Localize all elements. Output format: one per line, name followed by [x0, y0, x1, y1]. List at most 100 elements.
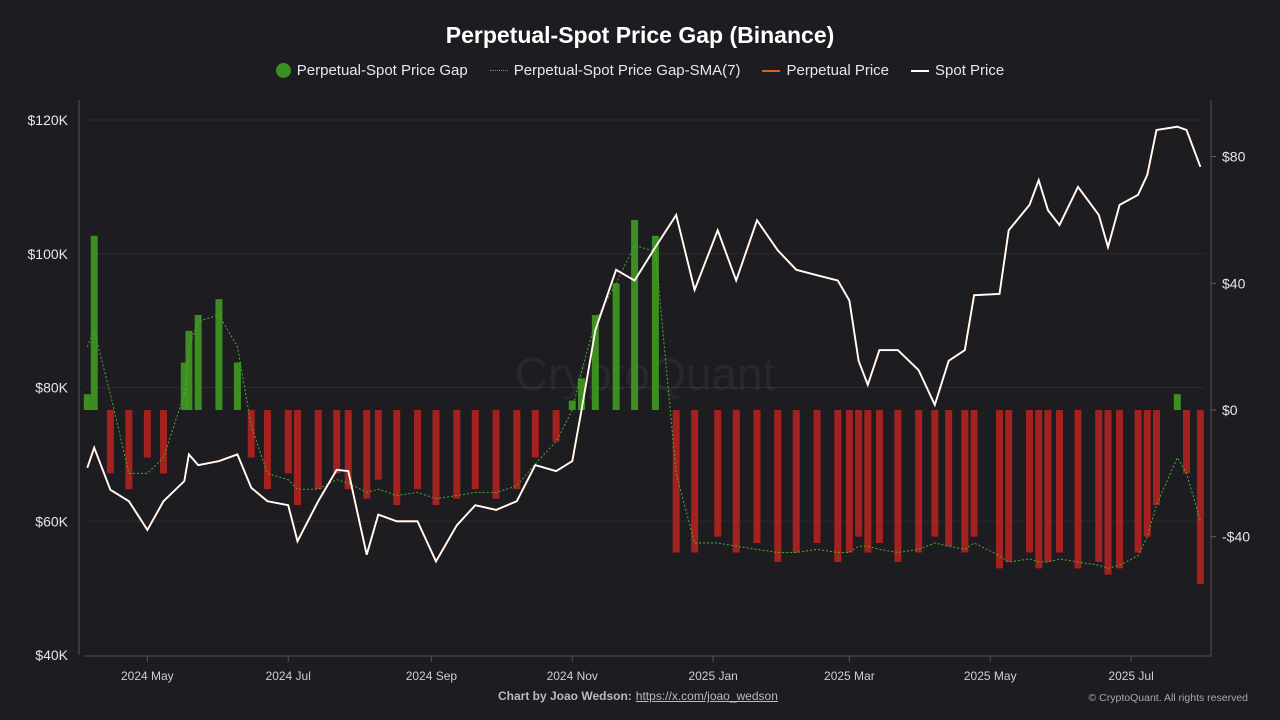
gap-bar	[180, 362, 188, 410]
gap-bar	[106, 410, 114, 474]
gap-bar	[333, 410, 341, 474]
gap-bar	[1153, 410, 1161, 506]
x-tick-label: 2024 Jul	[266, 669, 311, 683]
gap-bar	[845, 410, 853, 553]
gap-bar	[194, 314, 202, 410]
left-tick-label: $40K	[35, 647, 68, 663]
legend-item-sma[interactable]: Perpetual-Spot Price Gap-SMA(7)	[489, 62, 741, 79]
x-tick-label: 2025 Jan	[688, 669, 737, 683]
gap-bar	[363, 410, 371, 499]
credit-link[interactable]: https://x.com/joao_wedson	[635, 689, 778, 703]
gap-bar	[393, 410, 401, 506]
gap-bar	[160, 410, 168, 474]
legend-item-spot[interactable]: Spot Price	[911, 62, 1004, 79]
gap-bar	[813, 410, 821, 544]
legend-label-spot: Spot Price	[935, 62, 1005, 79]
gap-bar	[672, 410, 680, 553]
sma-line	[86, 244, 1201, 569]
gap-bar	[732, 410, 740, 553]
gap-bar	[945, 410, 953, 547]
gap-bar	[374, 410, 382, 480]
left-tick-label: $60K	[35, 513, 68, 529]
gap-bar	[1104, 410, 1112, 575]
x-tick-label: 2024 Sep	[406, 669, 458, 683]
right-tick-label: -$40	[1222, 529, 1250, 545]
gap-bar	[185, 330, 193, 410]
gap-bar	[1035, 410, 1043, 569]
gap-bar	[1116, 410, 1124, 569]
x-tick-label: 2025 May	[964, 669, 1017, 683]
gap-bar	[284, 410, 292, 474]
gap-bar	[247, 410, 255, 458]
gap-bar	[631, 219, 639, 410]
right-tick-label: $40	[1222, 275, 1246, 291]
gap-bar	[492, 410, 500, 499]
gap-bar	[1025, 410, 1033, 553]
left-tick-label: $100K	[28, 246, 69, 262]
gap-bar	[864, 410, 872, 553]
left-tick-label: $120K	[28, 112, 69, 128]
legend-label-perpetual: Perpetual Price	[786, 62, 890, 79]
legend-swatch-gap	[275, 63, 291, 78]
gap-bar	[233, 362, 241, 410]
gap-bar	[293, 410, 301, 506]
gap-bar	[1183, 410, 1191, 474]
gap-bar	[875, 410, 883, 544]
gap-bar	[1005, 410, 1013, 563]
gap-bar	[612, 283, 620, 410]
spot-price-line	[86, 125, 1202, 564]
x-tick-label: 2024 May	[121, 669, 174, 683]
legend-swatch-sma	[489, 70, 508, 71]
gap-bar	[1044, 410, 1052, 563]
x-tick-label: 2024 Nov	[547, 669, 598, 683]
gap-bar	[531, 410, 539, 458]
right-tick-label: $0	[1222, 402, 1238, 418]
gap-bar	[774, 410, 782, 563]
gap-bar	[513, 410, 521, 490]
legend-swatch-spot	[911, 69, 930, 72]
gap-bar	[855, 410, 863, 537]
gap-bar	[143, 410, 151, 458]
legend-swatch-perpetual	[762, 69, 781, 72]
gap-bar	[931, 410, 939, 537]
gap-bar	[714, 410, 722, 537]
x-tick-label: 2025 Mar	[824, 669, 875, 683]
right-tick-label: $80	[1222, 149, 1246, 165]
legend-item-perpetual[interactable]: Perpetual Price	[762, 62, 889, 79]
x-tick-label: 2025 Jul	[1108, 669, 1153, 683]
gap-bar	[1143, 410, 1151, 537]
gap-bar	[894, 410, 902, 563]
gap-bar	[1095, 410, 1103, 563]
copyright: © CryptoQuant. All rights reserved	[1088, 692, 1248, 704]
watermark: CryptoQuant	[515, 348, 776, 400]
gap-bar	[90, 235, 98, 410]
gap-bar	[995, 410, 1003, 569]
gap-bar	[414, 410, 422, 490]
gap-bar	[591, 314, 599, 410]
legend-item-gap[interactable]: Perpetual-Spot Price Gap	[275, 62, 468, 79]
gap-bar	[314, 410, 322, 490]
gap-bar	[344, 410, 352, 490]
gap-bar	[263, 410, 271, 490]
gap-bar	[1196, 410, 1204, 585]
gap-bar	[552, 410, 560, 442]
chart-title: Perpetual-Spot Price Gap (Binance)	[445, 22, 835, 48]
gap-bar	[215, 299, 223, 410]
gap-bar	[577, 378, 585, 410]
gap-bar	[1134, 410, 1142, 553]
gap-bar	[792, 410, 800, 553]
gap-bar	[453, 410, 461, 499]
gap-bar	[568, 400, 576, 410]
gap-bar	[961, 410, 969, 553]
gap-bar	[432, 410, 440, 506]
gap-bar	[1173, 394, 1181, 410]
gap-bar	[83, 394, 91, 410]
gap-bar	[1056, 410, 1064, 553]
legend-label-gap: Perpetual-Spot Price Gap	[296, 62, 468, 79]
legend-label-sma: Perpetual-Spot Price Gap-SMA(7)	[513, 62, 741, 79]
credit-label: Chart by Joao Wedson:	[498, 689, 632, 703]
gap-bar	[125, 410, 133, 490]
gap-bar	[471, 410, 479, 490]
gap-bar	[915, 410, 923, 553]
